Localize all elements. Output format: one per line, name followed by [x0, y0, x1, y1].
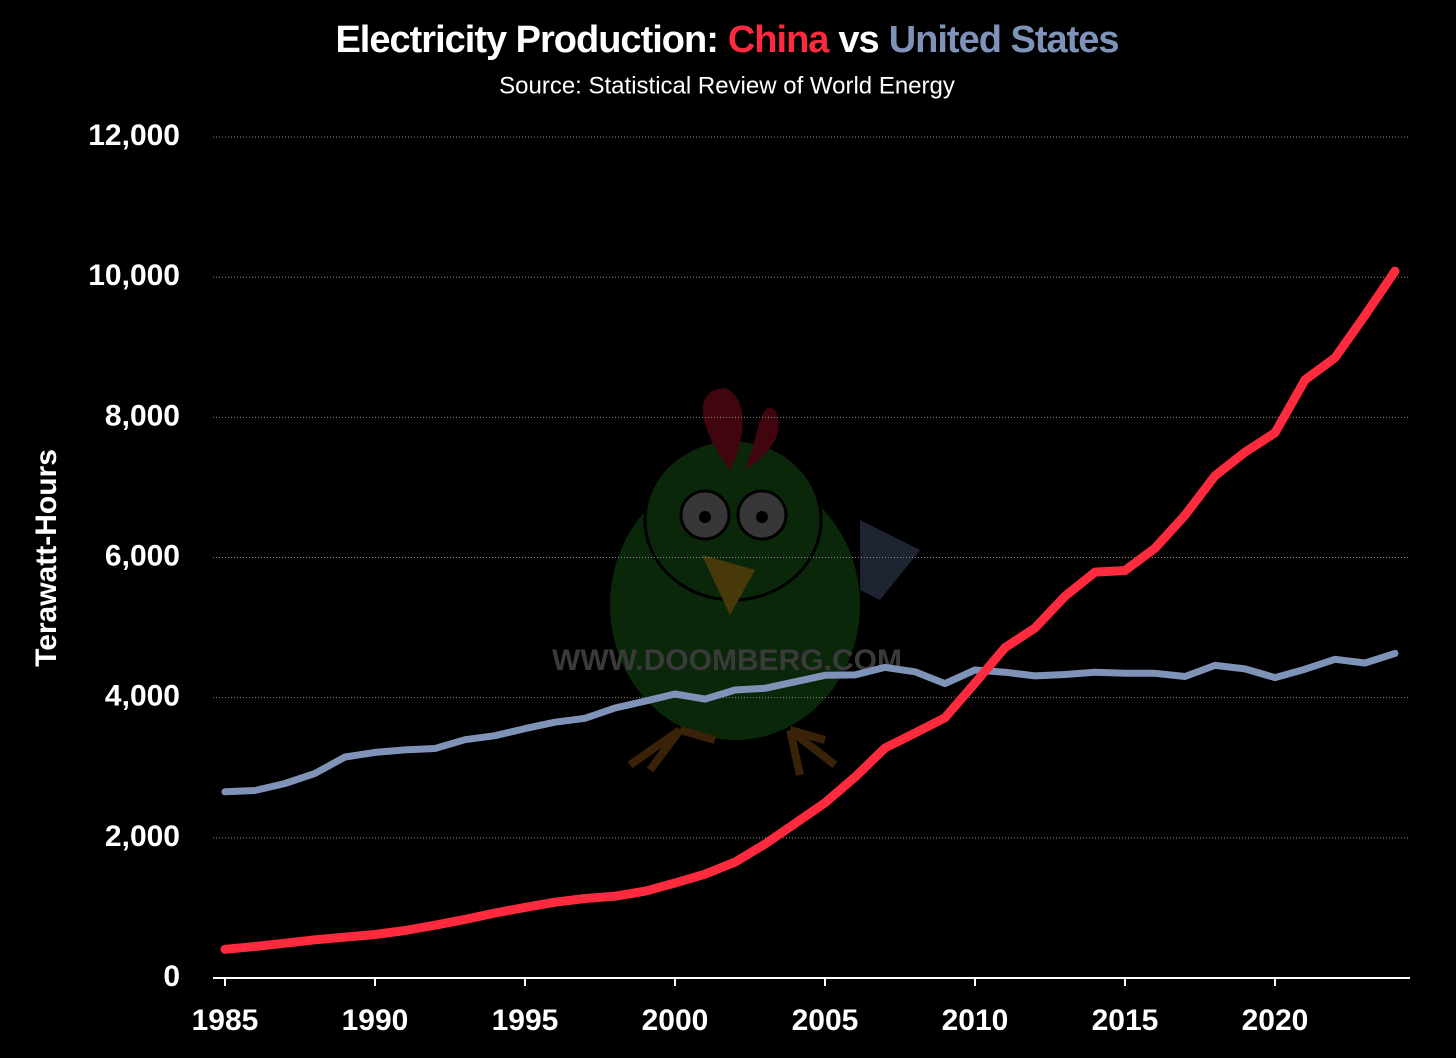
series-line	[220, 266, 1400, 954]
x-tick-label: 2000	[642, 1004, 709, 1037]
y-tick-label: 12,000	[88, 119, 180, 152]
title-part: China	[728, 19, 830, 61]
x-tick-label: 1995	[492, 1004, 559, 1037]
title-part: vs	[838, 19, 878, 61]
x-tick-label: 2020	[1242, 1004, 1309, 1037]
title-part: United States	[889, 19, 1119, 61]
x-tick-label: 1985	[192, 1004, 259, 1037]
y-tick-label: 2,000	[105, 820, 180, 853]
series-line	[221, 649, 1399, 796]
watermark: WWW.DOOMBERG.COM	[552, 644, 902, 677]
y-tick-label: 10,000	[88, 259, 180, 292]
chart-subtitle: Source: Statistical Review of World Ener…	[499, 72, 955, 99]
chart-title: Electricity Production: China vs United Sta…	[335, 19, 1118, 61]
title-part: Electricity Production:	[335, 19, 717, 61]
y-tick-label: 6,000	[105, 539, 180, 572]
y-tick-label: 8,000	[105, 399, 180, 432]
y-tick-label: 0	[163, 960, 180, 993]
x-tick-label: 2005	[792, 1004, 859, 1037]
x-tick-label: 1990	[342, 1004, 409, 1037]
x-tick-label: 2015	[1092, 1004, 1159, 1037]
y-tick-label: 4,000	[105, 680, 180, 713]
x-tick-label: 2010	[942, 1004, 1009, 1037]
y-axis-label: Terawatt-Hours	[30, 449, 63, 667]
mascot	[610, 388, 920, 776]
